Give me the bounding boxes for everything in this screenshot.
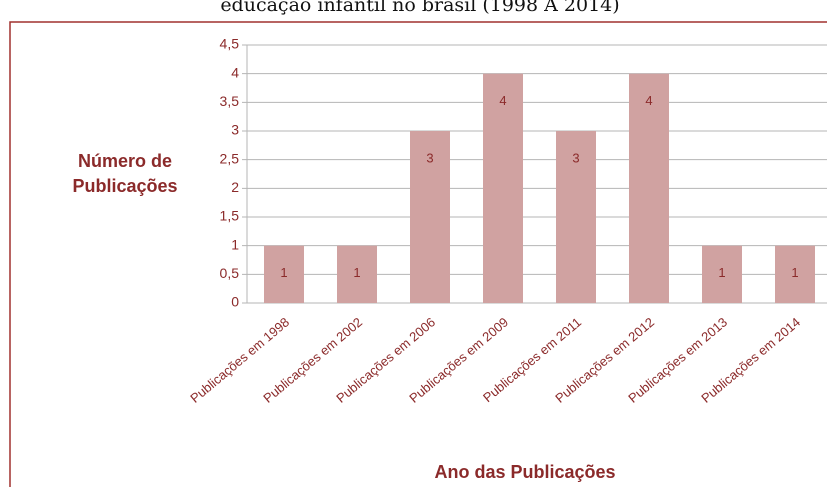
y-tick-label: 0 [231,294,239,310]
y-tick-label: 3 [231,122,239,138]
y-tick-label: 3,5 [220,93,240,109]
y-tick-label: 1,5 [220,208,240,224]
data-label: 4 [499,93,506,108]
data-label: 4 [645,93,652,108]
y-axis-label: Publicações [72,176,177,196]
bar [264,245,304,303]
y-tick-label: 2,5 [220,150,240,166]
y-tick-label: 1 [231,236,239,252]
data-label: 3 [572,150,579,165]
data-label: 1 [791,265,798,280]
chart-border [9,21,827,487]
chart-title: educação infantil no brasil (1998 A 2014… [220,0,619,16]
bar [556,131,596,303]
data-label: 1 [353,265,360,280]
y-tick-label: 2 [231,179,239,195]
bar [483,73,523,304]
bar [775,245,815,303]
y-axis-label: Número de [78,151,172,171]
bar [410,131,450,303]
y-tick-label: 0,5 [220,265,240,281]
bar [337,245,377,303]
y-tick-label: 4,5 [220,36,240,52]
y-tick-label: 4 [231,64,239,80]
data-label: 1 [280,265,287,280]
bar [702,245,742,303]
bar [629,73,669,304]
data-label: 3 [426,150,433,165]
data-label: 1 [718,265,725,280]
x-axis-label: Ano das Publicações [434,462,615,482]
